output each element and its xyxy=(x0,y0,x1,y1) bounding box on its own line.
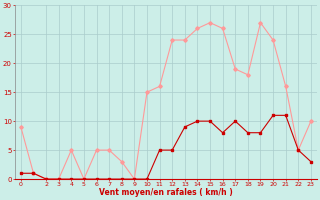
X-axis label: Vent moyen/en rafales ( km/h ): Vent moyen/en rafales ( km/h ) xyxy=(99,188,233,197)
